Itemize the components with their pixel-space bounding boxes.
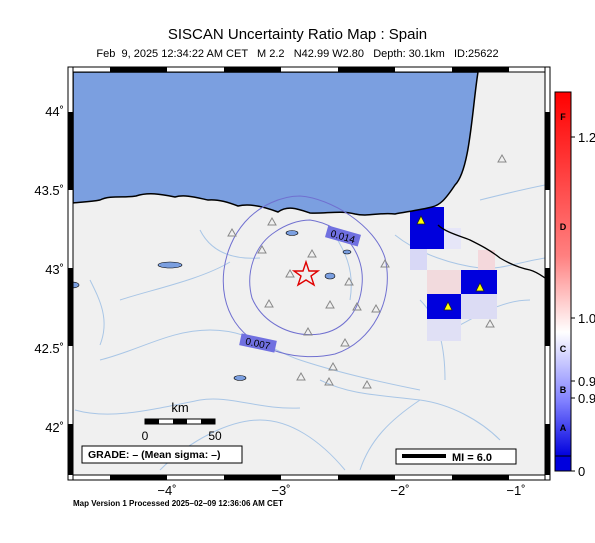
svg-text:D: D [560, 222, 567, 232]
event-location: N42.99 W2.80 [293, 48, 365, 60]
svg-text:0: 0 [578, 464, 585, 479]
svg-text:44˚: 44˚ [45, 104, 64, 119]
scale-bar: km 0 50 [142, 400, 222, 443]
svg-text:1.2: 1.2 [578, 130, 595, 145]
svg-text:42˚: 42˚ [45, 420, 64, 435]
svg-text:50: 50 [208, 429, 222, 443]
event-date: Feb 9, 2025 12:34:22 AM CET [96, 48, 248, 60]
frame-border-ticks [67, 66, 551, 481]
svg-text:−1˚: −1˚ [506, 483, 525, 498]
svg-text:GRADE: – (Mean sigma: –): GRADE: – (Mean sigma: –) [88, 449, 220, 461]
mi-legend: MI = 6.0 [395, 448, 517, 465]
svg-text:0.007: 0.007 [244, 336, 271, 352]
svg-text:0.9: 0.9 [578, 374, 595, 389]
lon-labels: −4˚ −3˚ −2˚ −1˚ [157, 483, 525, 498]
event-info: Feb 9, 2025 12:34:22 AM CET M 2.2 N42.99… [0, 48, 595, 60]
contour-label-2: 0.007 [239, 333, 277, 353]
svg-text:43˚: 43˚ [45, 262, 64, 277]
processing-footer: Map Version 1 Processed 2025–02–09 12:36… [73, 499, 284, 508]
svg-text:−4˚: −4˚ [157, 483, 176, 498]
svg-text:F: F [560, 112, 566, 122]
svg-text:C: C [560, 344, 567, 354]
lat-labels: 44˚ 43.5˚ 43˚ 42.5˚ 42˚ [34, 104, 64, 435]
svg-text:1.0: 1.0 [578, 311, 595, 326]
event-id: ID:25622 [453, 48, 499, 60]
contours [222, 195, 388, 358]
active-stations [416, 215, 485, 311]
sea [73, 72, 479, 216]
svg-text:−3˚: −3˚ [271, 483, 290, 498]
colorbar: F D C B A 1.2 1.0 0.9 0.9 0 [554, 91, 595, 479]
map-title: SISCAN Uncertainty Ratio Map : Spain [167, 26, 428, 43]
lakes [73, 230, 352, 381]
svg-text:km: km [171, 400, 188, 415]
event-magnitude: M 2.2 [257, 48, 285, 60]
event-depth: Depth: 30.1km [373, 48, 445, 60]
svg-text:0: 0 [142, 429, 149, 443]
svg-text:−2˚: −2˚ [390, 483, 409, 498]
svg-text:42.5˚: 42.5˚ [34, 341, 64, 356]
grade-box: GRADE: – (Mean sigma: –) [81, 445, 243, 464]
epicenter-star-icon [291, 259, 321, 287]
svg-text:B: B [560, 385, 567, 395]
svg-text:43.5˚: 43.5˚ [34, 183, 64, 198]
svg-text:MI = 6.0: MI = 6.0 [452, 452, 492, 464]
country-border [437, 224, 545, 279]
stations [227, 153, 507, 389]
map-area: 0.014 0.007 [73, 72, 545, 475]
svg-text:0.9: 0.9 [578, 391, 595, 406]
svg-text:A: A [560, 423, 567, 433]
